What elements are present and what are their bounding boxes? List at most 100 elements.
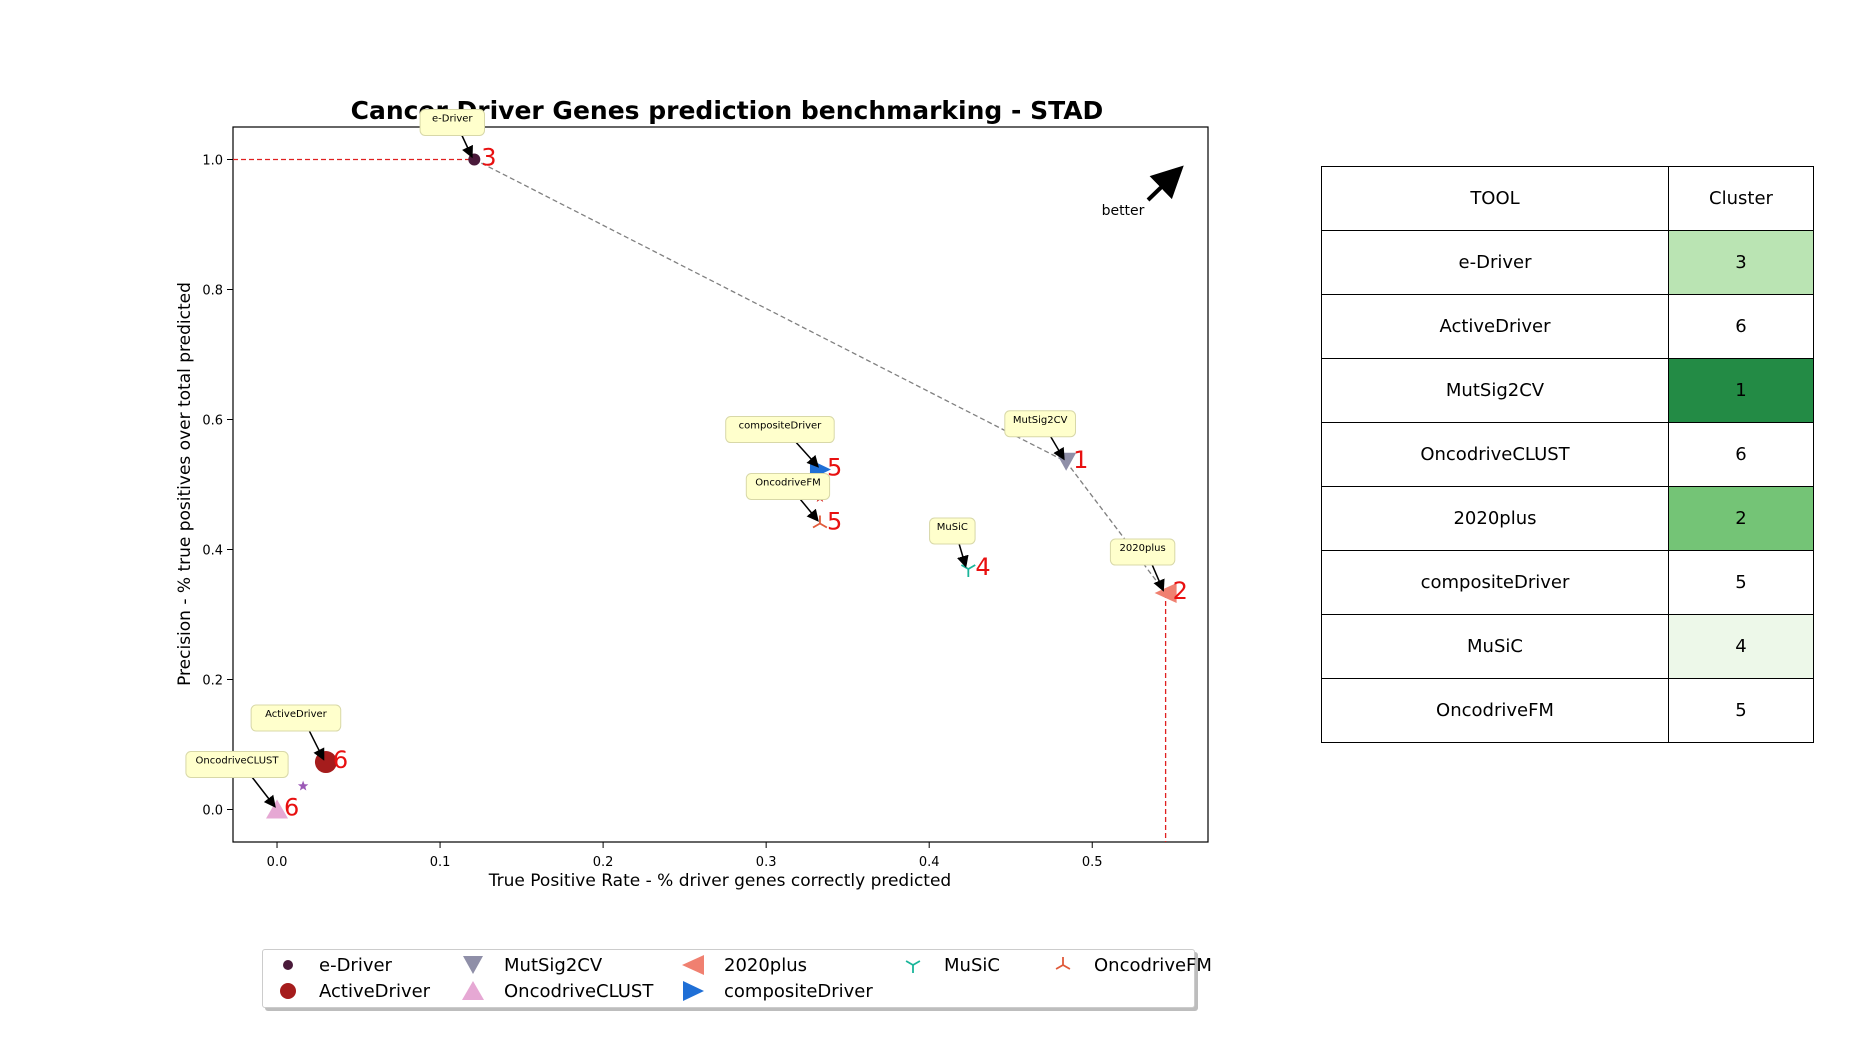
legend-label: MuSiC <box>944 954 1000 976</box>
legend-label: compositeDriver <box>724 980 873 1002</box>
y-tick-label: 0.0 <box>202 804 223 819</box>
legend-marker <box>905 960 921 973</box>
legend-marker <box>1055 957 1071 970</box>
legend-label: ActiveDriver <box>319 980 431 1002</box>
annotation-box <box>725 416 835 444</box>
legend-marker <box>463 956 483 974</box>
legend-marker-icon <box>683 981 704 1001</box>
point-music <box>960 564 976 577</box>
cluster-table: TOOL Cluster e-Driver 3 ActiveDriver 6 MutSi… <box>1321 166 1814 743</box>
table-row: OncodriveFM 5 <box>1321 678 1814 743</box>
legend-marker-icon <box>463 956 483 974</box>
legend-marker-icon <box>905 960 921 973</box>
table-row: e-Driver 3 <box>1321 230 1814 295</box>
annotation-e-driver: e-Driver 3 <box>419 109 497 172</box>
annotation-activedriver: ActiveDriver 6 <box>250 704 348 774</box>
reference-lines <box>233 158 1167 842</box>
annotation-label: OncodriveFM <box>755 478 821 489</box>
annotation-box <box>1004 410 1077 438</box>
table-row: OncodriveCLUST 6 <box>1321 422 1814 487</box>
cluster-cell: 6 <box>1668 422 1814 487</box>
tool-name-cell: OncodriveFM <box>1321 678 1669 743</box>
annotation-label: ActiveDriver <box>265 709 328 720</box>
annotation-arrow-icon <box>1151 564 1165 592</box>
legend-label: OncodriveFM <box>1094 954 1212 976</box>
tool-name-cell: 2020plus <box>1321 486 1669 551</box>
annotation-oncodrivefm: OncodriveFM 5 <box>745 473 842 536</box>
axis-ticks: 0.0 0.1 0.2 0.3 0.4 0.5 0.0 0.2 0.4 0.6 0.8 1.0 <box>202 154 1102 871</box>
y-tick-label: 0.2 <box>202 674 223 689</box>
annotation-box <box>250 704 342 732</box>
legend-marker-icon <box>1055 957 1071 970</box>
x-tick-label: 0.5 <box>1082 855 1103 870</box>
x-tick-label: 0.1 <box>430 855 451 870</box>
tool-name-cell: MuSiC <box>1321 614 1669 679</box>
tool-name-cell: e-Driver <box>1321 230 1669 295</box>
star-marker <box>297 780 309 791</box>
annotation-2020plus: 2020plus 2 <box>1109 538 1188 605</box>
y-tick-label: 1.0 <box>202 154 223 169</box>
annotation-arrow-icon <box>795 442 819 468</box>
x-tick-label: 0.4 <box>919 855 940 870</box>
annotation-oncodriveclust: OncodriveCLUST 6 <box>185 751 299 822</box>
annotation-label: MutSig2CV <box>1013 415 1068 426</box>
plot-frame <box>232 126 1209 843</box>
annotation-arrow-icon <box>957 543 969 568</box>
legend-marker <box>280 983 296 999</box>
legend-item-music: MuSiC <box>898 952 1000 978</box>
annotation-box <box>1109 538 1176 566</box>
legend-marker-icon <box>682 955 704 975</box>
legend-marker-icon <box>280 983 296 999</box>
legend-marker <box>683 981 704 1001</box>
annotation-arrow-icon <box>1050 436 1065 461</box>
legend-marker <box>462 981 484 1000</box>
cluster-number: 2 <box>1173 577 1188 605</box>
cluster-number: 6 <box>284 794 299 822</box>
annotation-arrow-icon <box>251 777 276 808</box>
annotation-mutsig2cv: MutSig2CV 1 <box>1004 410 1088 474</box>
annotation-music: MuSiC 4 <box>929 517 991 581</box>
legend-marker <box>682 955 704 975</box>
chart-legend: e-Driver ActiveDriver MutSig2CV OncodriveCL… <box>262 949 1212 1008</box>
legend-item-mutsig2cv: MutSig2CV <box>458 952 602 978</box>
data-points <box>266 153 1177 819</box>
tool-name-cell: compositeDriver <box>1321 550 1669 615</box>
legend-item-2020plus: 2020plus <box>678 952 807 978</box>
x-tick-label: 0.0 <box>267 855 288 870</box>
annotation-box <box>419 109 486 136</box>
point-oncodrivefm <box>812 515 828 529</box>
point-e-driver <box>468 153 481 166</box>
x-tick-label: 0.2 <box>593 855 614 870</box>
cluster-number: 4 <box>975 553 990 581</box>
legend-label: OncodriveCLUST <box>504 980 654 1002</box>
legend-item-activedriver: ActiveDriver <box>273 978 430 1004</box>
cluster-cell: 1 <box>1668 358 1814 423</box>
tool-name-cell: MutSig2CV <box>1321 358 1669 423</box>
annotation-box <box>745 473 831 500</box>
legend-marker <box>283 960 293 970</box>
legend-item-oncodrivefm: OncodriveFM <box>1048 952 1212 978</box>
y-tick-label: 0.4 <box>202 544 223 559</box>
cluster-number: 5 <box>827 508 842 536</box>
cluster-cell: 2 <box>1668 486 1814 551</box>
table-row: MutSig2CV 1 <box>1321 358 1814 423</box>
cluster-number: 6 <box>333 746 348 774</box>
legend-label: e-Driver <box>319 954 392 976</box>
header-cluster: Cluster <box>1668 166 1814 231</box>
annotation-arrow-icon <box>461 135 473 159</box>
annotation-box <box>929 517 976 545</box>
better-indicator: better <box>1102 165 1184 219</box>
annotation-arrow-icon <box>799 499 819 522</box>
cluster-cell: 4 <box>1668 614 1814 679</box>
table-row: ActiveDriver 6 <box>1321 294 1814 359</box>
y-tick-label: 0.8 <box>202 284 223 299</box>
table-header-row: TOOL Cluster <box>1321 166 1814 231</box>
annotation-label: e-Driver <box>432 114 473 125</box>
legend-marker-icon <box>462 981 484 1000</box>
table-row: MuSiC 4 <box>1321 614 1814 679</box>
tool-name-cell: OncodriveCLUST <box>1321 422 1669 487</box>
annotation-box <box>185 751 289 778</box>
legend-item-e-driver: e-Driver <box>273 952 392 978</box>
cluster-cell: 6 <box>1668 294 1814 359</box>
